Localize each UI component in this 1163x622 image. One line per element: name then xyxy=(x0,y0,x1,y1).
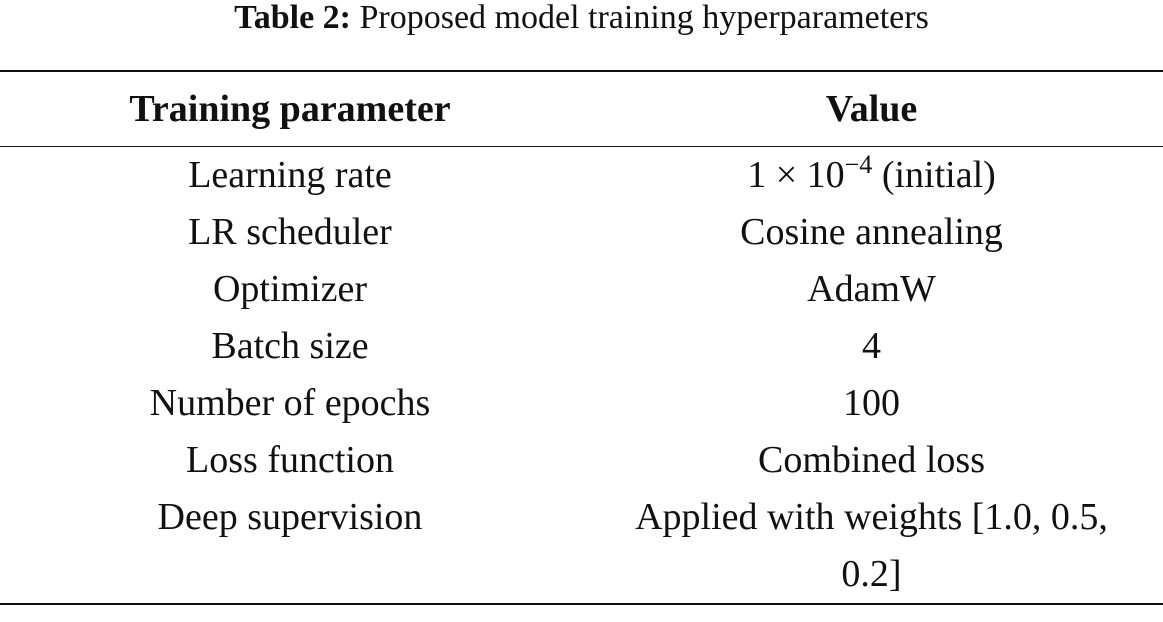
value-base: 1 × 10 xyxy=(747,154,845,196)
value-suffix: (initial) xyxy=(881,154,996,196)
cell: 1 × 10−4 (initial) xyxy=(580,147,1163,205)
table: Training parameter Value Learning rate 1… xyxy=(0,70,1163,605)
cell: Combined loss xyxy=(758,439,985,481)
value-exponent: −4 xyxy=(844,150,873,179)
caption-label: Table 2: xyxy=(234,0,351,36)
cell: Loss function xyxy=(186,439,394,481)
cell: Number of epochs xyxy=(149,382,431,424)
cell: Applied with weights [1.0, 0.5, 0.2] xyxy=(635,496,1108,595)
caption: Table 2: Proposed model training hyperpa… xyxy=(0,0,1163,70)
cell: Batch size xyxy=(211,325,369,367)
row: Loss function Combined loss xyxy=(0,432,1163,489)
row: LR scheduler Cosine annealing xyxy=(0,204,1163,261)
row: Learning rate 1 × 10−4 (initial) xyxy=(0,147,1163,205)
caption-text: Proposed model training hyperparameters xyxy=(359,0,929,36)
cell: 100 xyxy=(843,382,900,424)
cell: Optimizer xyxy=(212,268,368,310)
header-cell: Training parameter xyxy=(129,88,451,130)
row: Number of epochs 100 xyxy=(0,375,1163,432)
cell: LR scheduler xyxy=(188,211,392,253)
cell: Deep supervision xyxy=(157,496,423,538)
table-header: Training parameter Value xyxy=(0,71,1163,147)
cell: 4 xyxy=(862,325,881,367)
cell: AdamW xyxy=(807,268,936,310)
row: Deep supervision Applied with weights [1.… xyxy=(0,489,1163,604)
cell: Learning rate xyxy=(188,154,392,196)
table-body: Learning rate 1 × 10−4 (initial) LR sche… xyxy=(0,147,1163,604)
row: Batch size 4 xyxy=(0,318,1163,375)
header-cell: Value xyxy=(825,88,918,130)
cell: Cosine annealing xyxy=(740,211,1003,253)
header-row: Training parameter Value xyxy=(0,71,1163,147)
row: Optimizer AdamW xyxy=(0,261,1163,318)
